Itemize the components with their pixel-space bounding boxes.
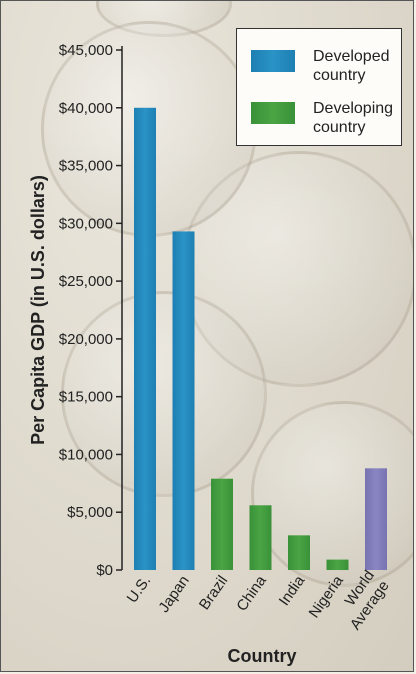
x-tick-label: Japan: [155, 573, 192, 616]
bar-nigeria: [326, 559, 349, 570]
chart-axes: [116, 46, 123, 571]
bar-china: [249, 505, 272, 570]
x-tick-label: Brazil: [196, 573, 231, 613]
y-axis-title: Per Capita GDP (in U.S. dollars): [28, 175, 48, 445]
y-tick-label: $40,000: [59, 100, 113, 117]
legend-label-developed: Developed country: [313, 48, 390, 84]
bar-japan: [172, 231, 195, 570]
y-tick-label: $5,000: [67, 504, 113, 521]
x-axis-title: Country: [228, 646, 297, 666]
bar-brazil: [211, 478, 233, 570]
y-tick-label: $45,000: [59, 42, 113, 59]
x-tick-label: U.S.: [124, 573, 155, 607]
y-tick-label: $10,000: [59, 446, 113, 463]
x-tick-label: India: [276, 572, 309, 609]
bar-india: [288, 535, 310, 570]
background-coin: [61, 291, 267, 497]
bar-u-s: [134, 107, 156, 571]
legend-swatch-developing: [251, 102, 295, 124]
y-tick-label: $20,000: [59, 331, 113, 348]
x-tick-label: WorldAverage: [332, 567, 393, 633]
y-tick-label: $0: [96, 562, 113, 579]
legend-item-developed: Developed country: [251, 47, 403, 85]
legend-swatch-developed: [251, 50, 295, 72]
chart-bars: [134, 107, 387, 571]
chart-legend: Developed country Developing country: [236, 28, 402, 146]
y-tick-label: $35,000: [59, 158, 113, 175]
x-tick-label: China: [233, 572, 270, 614]
bar-world-average: [365, 468, 387, 570]
y-tick-label: $25,000: [59, 273, 113, 290]
y-tick-label: $30,000: [59, 215, 113, 232]
legend-label-developing: Developing country: [313, 100, 394, 136]
legend-item-developing: Developing country: [251, 99, 403, 137]
y-tick-label: $15,000: [59, 389, 113, 406]
x-tick-label: Nigeria: [306, 572, 348, 621]
